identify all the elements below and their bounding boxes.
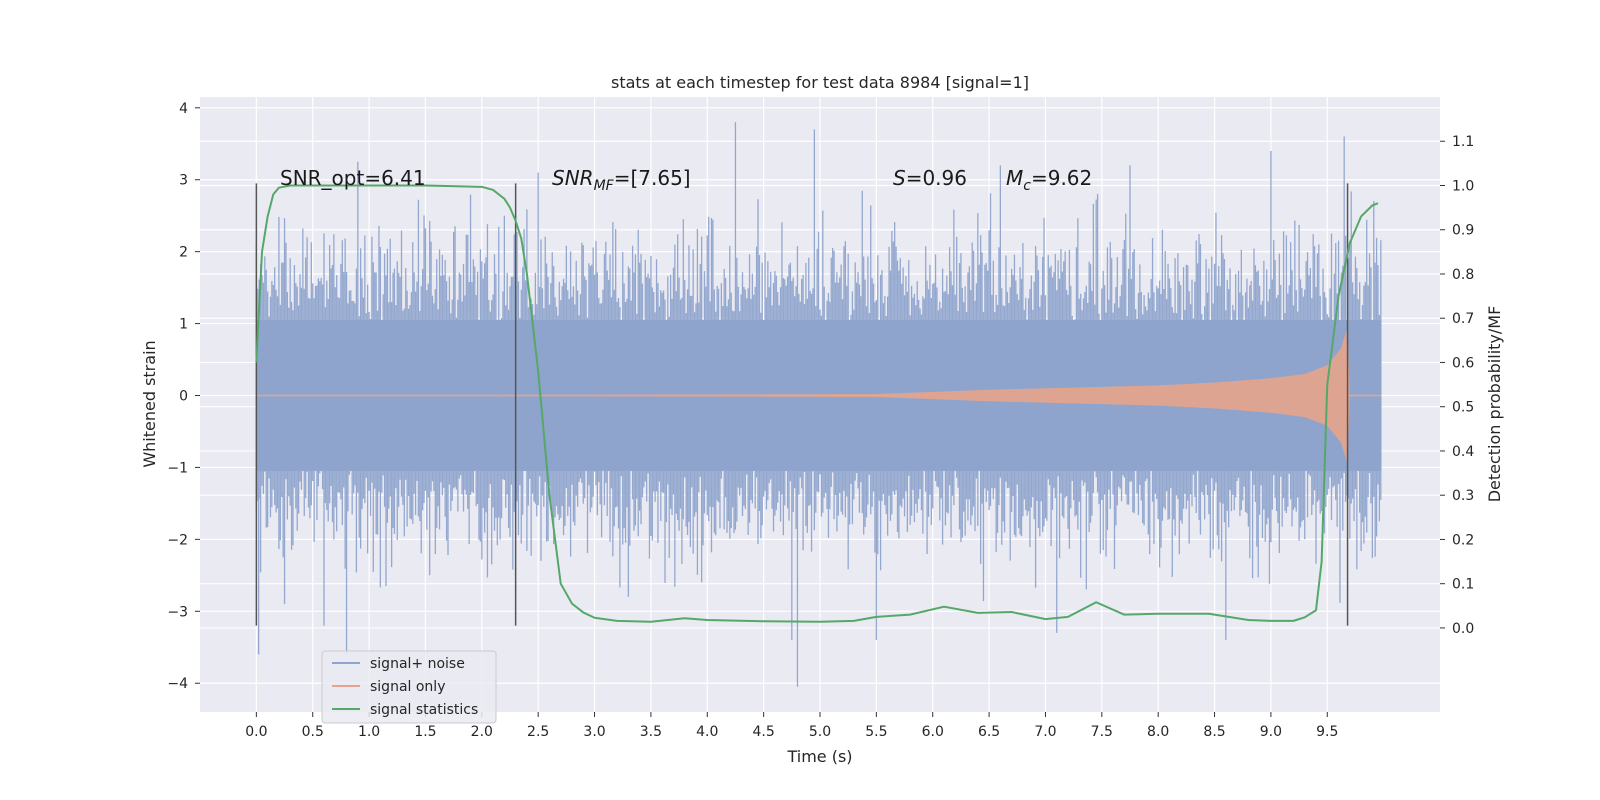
y-tick-label-2: −2 bbox=[167, 532, 188, 548]
annotation-s: S=0.96 bbox=[893, 166, 967, 190]
annotation-snr-mf-value: =[7.65] bbox=[614, 166, 691, 190]
annotation-snr-mf-symbol: SNR bbox=[552, 166, 594, 190]
x-tick-label-16: 8.0 bbox=[1147, 724, 1169, 740]
x-tick-label-18: 9.0 bbox=[1260, 724, 1282, 740]
y2-axis-ticks: 0.0 0.1 0.2 0.3 0.4 0.5 0.6 0.7 0.8 0.9 1.0 1.1 bbox=[1440, 134, 1474, 637]
x-tick-label-5: 2.5 bbox=[527, 724, 549, 740]
annotation-mc-symbol: M bbox=[1006, 166, 1023, 190]
y2-tick-label-4: 0.4 bbox=[1452, 444, 1474, 460]
x-tick-label-10: 5.0 bbox=[809, 724, 831, 740]
legend-label-signal-statistics: signal statistics bbox=[370, 702, 478, 718]
x-tick-label-0: 0.0 bbox=[245, 724, 267, 740]
x-tick-label-2: 1.0 bbox=[358, 724, 380, 740]
x-tick-label-3: 1.5 bbox=[414, 724, 436, 740]
x-tick-label-8: 4.0 bbox=[696, 724, 718, 740]
y-tick-label-6: 2 bbox=[179, 245, 188, 261]
y2-tick-label-5: 0.5 bbox=[1452, 400, 1474, 416]
y2-tick-label-9: 0.9 bbox=[1452, 223, 1474, 239]
legend-box bbox=[321, 650, 497, 724]
y2-tick-label-0: 0.0 bbox=[1452, 621, 1474, 637]
annotation-snr-mf: SNRMF=[7.65] bbox=[552, 166, 691, 194]
x-tick-label-13: 6.5 bbox=[978, 724, 1000, 740]
annotation-s-value: =0.96 bbox=[906, 166, 967, 190]
series-signal-statistics bbox=[255, 184, 1379, 623]
x-tick-label-15: 7.5 bbox=[1091, 724, 1113, 740]
y-axis-title: Whitened strain bbox=[140, 340, 159, 467]
y2-tick-label-1: 0.1 bbox=[1452, 577, 1474, 593]
x-tick-label-11: 5.5 bbox=[865, 724, 887, 740]
plot-content bbox=[255, 122, 1382, 687]
y-tick-label-1: −3 bbox=[167, 604, 188, 620]
annotation-mc-value: =9.62 bbox=[1031, 166, 1092, 190]
x-tick-label-1: 0.5 bbox=[302, 724, 324, 740]
x-tick-label-9: 4.5 bbox=[753, 724, 775, 740]
annotation-mc: Mc=9.62 bbox=[1006, 166, 1092, 194]
x-tick-label-4: 2.0 bbox=[471, 724, 493, 740]
annotations: SNR_opt=6.41 SNRMF=[7.65] S=0.96 Mc=9.62 bbox=[280, 166, 1092, 194]
legend-label-signal-plus-noise: signal+ noise bbox=[370, 656, 465, 672]
legend: signal+ noise signal only signal statist… bbox=[321, 650, 497, 724]
annotation-snr-mf-subscript: MF bbox=[594, 178, 615, 194]
annotation-s-symbol: S bbox=[893, 166, 906, 190]
y-axis-ticks: −4 −3 −2 −1 0 1 2 3 4 bbox=[167, 101, 200, 692]
x-tick-label-14: 7.0 bbox=[1034, 724, 1056, 740]
y-tick-label-5: 1 bbox=[179, 317, 188, 333]
legend-label-signal-only: signal only bbox=[370, 679, 445, 695]
y2-tick-label-3: 0.3 bbox=[1452, 488, 1474, 504]
x-tick-label-19: 9.5 bbox=[1316, 724, 1338, 740]
y-tick-label-0: −4 bbox=[167, 676, 188, 692]
annotation-mc-subscript: c bbox=[1023, 178, 1031, 194]
signal-statistics-line bbox=[255, 184, 1379, 623]
x-tick-label-17: 8.5 bbox=[1203, 724, 1225, 740]
x-axis-ticks: 0.0 0.5 1.0 1.5 2.0 2.5 3.0 3.5 4.0 4.5 5.0 5.5 6.0 6… bbox=[245, 712, 1338, 740]
x-tick-label-12: 6.0 bbox=[922, 724, 944, 740]
y-tick-label-8: 4 bbox=[179, 101, 188, 117]
x-tick-label-7: 3.5 bbox=[640, 724, 662, 740]
y2-tick-label-7: 0.7 bbox=[1452, 311, 1474, 327]
series-signal-only bbox=[256, 327, 1382, 464]
annotation-snr-opt: SNR_opt=6.41 bbox=[280, 166, 426, 190]
y2-tick-label-2: 0.2 bbox=[1452, 532, 1474, 548]
x-tick-label-6: 3.0 bbox=[583, 724, 605, 740]
y-tick-label-3: −1 bbox=[167, 460, 188, 476]
y-tick-label-7: 3 bbox=[179, 173, 188, 189]
x-axis-title: Time (s) bbox=[786, 747, 852, 766]
y-tick-label-4: 0 bbox=[179, 389, 188, 405]
y2-tick-label-11: 1.1 bbox=[1452, 134, 1474, 150]
chart-title: stats at each timestep for test data 898… bbox=[611, 73, 1029, 92]
y2-axis-title: Detection probability/MF bbox=[1485, 306, 1504, 503]
y2-tick-label-8: 0.8 bbox=[1452, 267, 1474, 283]
y2-tick-label-6: 0.6 bbox=[1452, 355, 1474, 371]
y2-tick-label-10: 1.0 bbox=[1452, 178, 1474, 194]
